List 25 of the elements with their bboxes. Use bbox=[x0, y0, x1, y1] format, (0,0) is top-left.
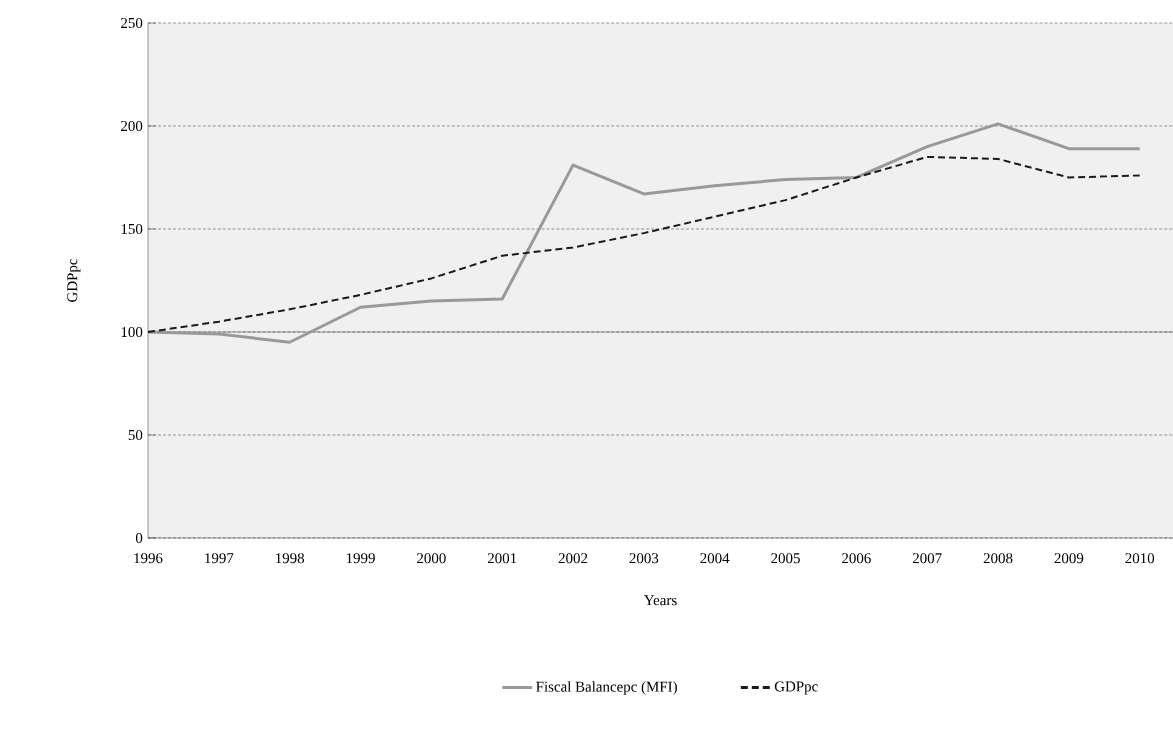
x-tick-label: 2007 bbox=[912, 553, 942, 564]
x-tick-label: 2004 bbox=[700, 553, 730, 564]
x-tick-label: 2006 bbox=[842, 553, 871, 564]
legend-label: GDPpc bbox=[774, 681, 818, 695]
x-axis-title: Years bbox=[644, 595, 677, 606]
y-tick-label: 250 bbox=[121, 17, 143, 29]
y-tick-label: 50 bbox=[128, 429, 143, 441]
x-tick-label: 2000 bbox=[417, 553, 446, 564]
x-tick-label: 2010 bbox=[1125, 553, 1155, 564]
x-tick-label: 1998 bbox=[276, 553, 305, 564]
y-tick-label: 100 bbox=[121, 326, 143, 338]
y-tick-label: 0 bbox=[135, 532, 143, 544]
x-tick-label: 1996 bbox=[134, 553, 163, 564]
y-tick-label: 200 bbox=[121, 120, 143, 132]
x-tick-label: 2002 bbox=[558, 553, 588, 564]
y-tick-label: 150 bbox=[121, 223, 143, 235]
x-tick-label: 2001 bbox=[487, 553, 517, 564]
x-tick-label: 2003 bbox=[629, 553, 659, 564]
x-tick-label: 1999 bbox=[346, 553, 375, 564]
legend-label: Fiscal Balancepc (MFI) bbox=[536, 681, 677, 695]
x-tick-label: 1997 bbox=[205, 553, 234, 564]
y-axis-title: GDPpc bbox=[67, 258, 81, 302]
x-tick-label: 2005 bbox=[771, 553, 800, 564]
x-tick-label: 2009 bbox=[1054, 553, 1084, 564]
x-tick-label: 2008 bbox=[983, 553, 1013, 564]
